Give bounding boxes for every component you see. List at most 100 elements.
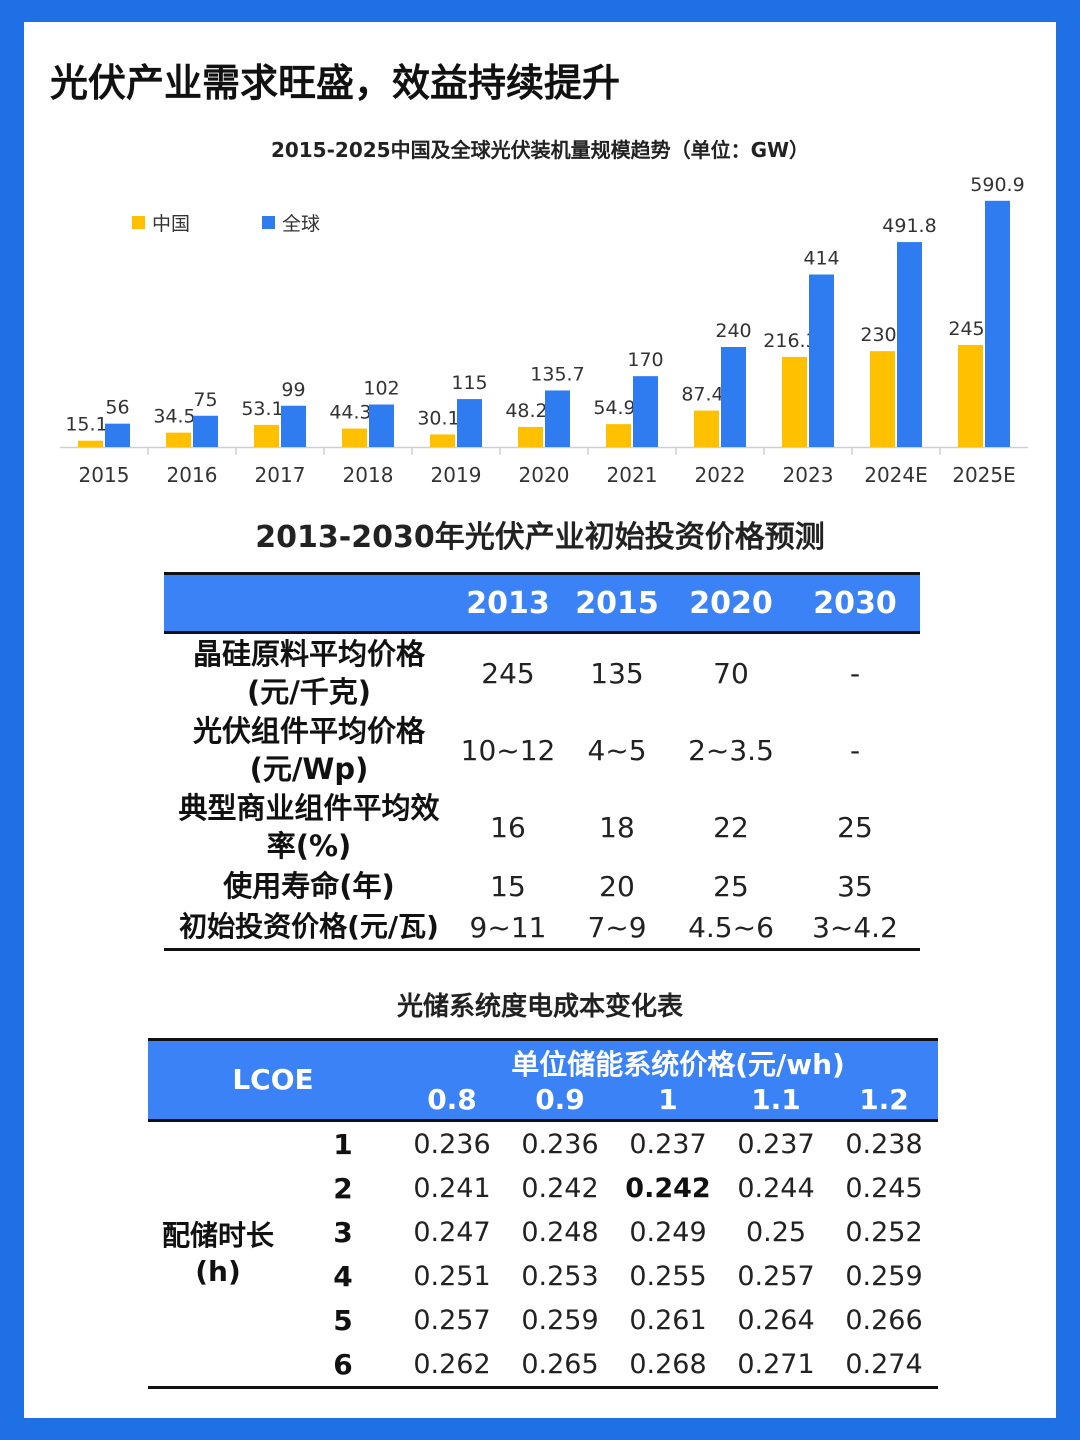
x-tick-label: 2016: [167, 463, 218, 487]
table-row: 使用寿命(年) 15 20 25 35: [164, 866, 920, 906]
data-label-china: 48.2: [505, 400, 547, 422]
data-label-global: 240: [715, 320, 751, 342]
table-cell: -: [849, 733, 861, 767]
table-cell: 3~4.2: [812, 910, 898, 944]
data-label-global: 115: [451, 372, 487, 394]
page-heading: 光伏产业需求旺盛，效益持续提升: [50, 61, 621, 105]
table-cell: 0.245: [845, 1172, 923, 1204]
row-label: 晶硅原料平均价格 (元/千克): [164, 635, 454, 711]
row-label-line2: (元/千克): [246, 675, 372, 709]
table-cell: 7~9: [587, 910, 647, 944]
table-cell: 0.236: [521, 1128, 599, 1160]
table-cell: 70: [713, 656, 749, 690]
table-row: 典型商业组件平均效 率(%) 16 18 22 25: [164, 788, 920, 866]
table1-title: 2013-2030年光伏产业初始投资价格预测: [255, 520, 825, 555]
row-header: 1: [333, 1127, 353, 1161]
table-cell: 0.271: [737, 1348, 815, 1380]
bar-china: [78, 440, 103, 447]
bar-china: [870, 351, 895, 447]
table-cell: 22: [713, 810, 749, 844]
data-label-china: 30.1: [417, 407, 459, 429]
table2-corner-label: LCOE: [232, 1063, 314, 1096]
data-label-global: 170: [627, 349, 663, 371]
row-label: 光伏组件平均价格 (元/Wp): [164, 712, 454, 788]
table-cell: 0.248: [521, 1216, 599, 1248]
side-label-line2: (h): [195, 1255, 241, 1288]
table-cell: 25: [837, 810, 873, 844]
table-cell: 9~11: [469, 910, 547, 944]
bar-global: [369, 404, 394, 447]
bar-china: [782, 356, 807, 447]
bar-china: [342, 428, 367, 447]
table-cell: 15: [490, 869, 526, 903]
column-header: 0.8: [427, 1083, 477, 1116]
bar-global: [281, 405, 306, 447]
x-tick-label: 2023: [783, 463, 834, 487]
table-row: 3 0.247 0.248 0.249 0.25 0.252: [288, 1210, 938, 1254]
column-header: 1.2: [859, 1083, 909, 1116]
row-header: 2: [333, 1171, 353, 1205]
side-label: 配储时长 (h): [148, 1218, 288, 1290]
table-row: 晶硅原料平均价格 (元/千克) 245 135 70 -: [164, 634, 920, 712]
table-cell: 0.237: [737, 1128, 815, 1160]
table-cell: 0.241: [413, 1172, 491, 1204]
table1-header-2015: 2015: [575, 585, 659, 621]
table2-body: 配储时长 (h) 1 0.236 0.236 0.237 0.237 0.238…: [148, 1122, 938, 1389]
installed-capacity-chart: 2015 15.156 2016 34.575 2017 53.199 2018 44.310…: [60, 174, 1028, 487]
table-cell: 2~3.5: [688, 733, 774, 767]
table1-header-2020: 2020: [689, 585, 773, 621]
table-cell: 245: [481, 656, 535, 690]
table-cell: 0.257: [737, 1260, 815, 1292]
bar-china: [606, 424, 631, 447]
column-header: 1: [658, 1083, 678, 1116]
table-cell: 18: [599, 810, 635, 844]
bar-china: [430, 434, 455, 447]
row-label-line1: 光伏组件平均价格: [192, 714, 425, 748]
bar-global: [809, 274, 834, 447]
row-label-line2: 率(%): [266, 829, 352, 863]
data-label-global: 491.8: [882, 215, 936, 237]
bar-global: [545, 390, 570, 447]
table-cell: 0.249: [629, 1216, 707, 1248]
table-cell: 0.236: [413, 1128, 491, 1160]
table-cell: 0.259: [521, 1304, 599, 1336]
row-header: 3: [333, 1215, 353, 1249]
content-card: 光伏产业需求旺盛，效益持续提升 2015-2025中国及全球光伏装机量规模趋势（…: [24, 22, 1056, 1418]
x-tick-label: 2020: [519, 463, 570, 487]
data-label-global: 75: [193, 389, 217, 411]
table-cell: 4.5~6: [688, 910, 774, 944]
row-header: 4: [333, 1259, 353, 1293]
table2-title: 光储系统度电成本变化表: [396, 992, 683, 1022]
data-label-china: 53.1: [241, 398, 283, 420]
table-cell: 0.252: [845, 1216, 923, 1248]
table-cell: 0.262: [413, 1348, 491, 1380]
data-label-global: 99: [281, 379, 305, 401]
table-cell: 16: [490, 810, 526, 844]
bar-global: [105, 423, 130, 447]
table-cell: 0.242: [521, 1172, 599, 1204]
table-row: 2 0.241 0.242 0.242 0.244 0.245: [288, 1166, 938, 1210]
legend-swatch: [262, 216, 275, 229]
bar-china: [518, 426, 543, 447]
side-label-line1: 配储时长: [161, 1219, 274, 1252]
table-cell: 20: [599, 869, 635, 903]
table-cell: 0.268: [629, 1348, 707, 1380]
row-label-line1: 典型商业组件平均效: [178, 791, 440, 825]
table-cell: 25: [713, 869, 749, 903]
bar-china: [958, 344, 983, 447]
table-cell: 0.244: [737, 1172, 815, 1204]
x-tick-label: 2022: [695, 463, 746, 487]
data-label-china: 15.1: [65, 414, 107, 436]
x-tick-label: 2015: [79, 463, 130, 487]
data-label-china: 216.3: [763, 330, 817, 352]
table-cell: 0.247: [413, 1216, 491, 1248]
table-cell: 0.265: [521, 1348, 599, 1380]
legend-swatch: [132, 216, 145, 229]
data-label-global: 102: [363, 378, 399, 400]
x-tick-label: 2018: [343, 463, 394, 487]
table-cell: 0.25: [745, 1216, 807, 1248]
x-tick-label: 2021: [607, 463, 658, 487]
x-tick-label: 2019: [431, 463, 482, 487]
table-cell: 0.264: [737, 1304, 815, 1336]
table-cell: 0.261: [629, 1304, 707, 1336]
